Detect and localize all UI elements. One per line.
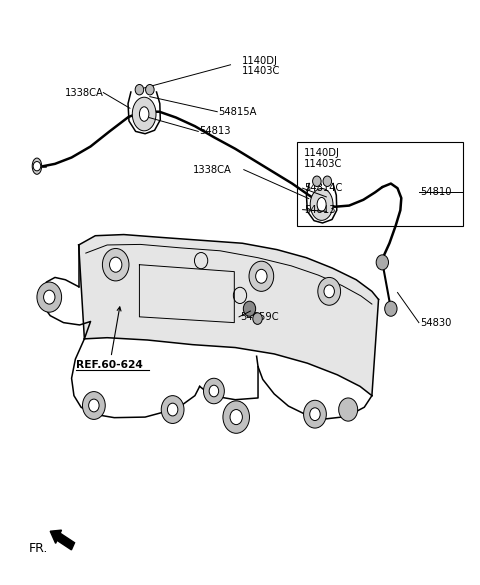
Circle shape	[230, 410, 242, 425]
Circle shape	[145, 84, 154, 95]
Text: 1338CA: 1338CA	[64, 88, 103, 98]
Circle shape	[37, 282, 61, 312]
Text: 54810: 54810	[420, 187, 452, 197]
Circle shape	[83, 391, 105, 419]
Ellipse shape	[310, 188, 333, 221]
Circle shape	[223, 401, 250, 433]
Circle shape	[89, 399, 99, 412]
Text: 11403C: 11403C	[242, 66, 281, 76]
Text: 54813: 54813	[200, 126, 231, 136]
Text: 1140DJ: 1140DJ	[242, 56, 278, 66]
Circle shape	[204, 378, 224, 404]
Circle shape	[168, 403, 178, 416]
Text: 11403C: 11403C	[304, 159, 342, 169]
Text: 54559C: 54559C	[240, 312, 278, 322]
Text: 54814C: 54814C	[304, 183, 342, 193]
Text: 54813: 54813	[304, 205, 336, 215]
Circle shape	[256, 269, 267, 283]
Circle shape	[310, 408, 320, 421]
Text: REF.60-624: REF.60-624	[76, 360, 143, 370]
Circle shape	[109, 257, 122, 272]
Circle shape	[135, 84, 144, 95]
Circle shape	[312, 176, 321, 187]
Circle shape	[102, 249, 129, 281]
Text: 54830: 54830	[420, 318, 452, 328]
Ellipse shape	[139, 107, 149, 121]
Circle shape	[339, 398, 358, 421]
Text: FR.: FR.	[29, 542, 48, 555]
Text: 1140DJ: 1140DJ	[304, 149, 340, 159]
Circle shape	[323, 176, 332, 187]
Ellipse shape	[32, 158, 42, 174]
Bar	[297, 142, 463, 226]
Circle shape	[303, 400, 326, 428]
Circle shape	[376, 255, 388, 270]
Text: 54815A: 54815A	[219, 106, 257, 117]
FancyArrow shape	[50, 530, 74, 550]
Ellipse shape	[317, 198, 326, 211]
Circle shape	[33, 161, 41, 171]
Ellipse shape	[132, 97, 156, 131]
Circle shape	[243, 301, 256, 316]
Text: 1338CA: 1338CA	[192, 164, 231, 175]
Circle shape	[318, 277, 341, 305]
Polygon shape	[79, 235, 379, 395]
Circle shape	[161, 395, 184, 424]
Circle shape	[44, 290, 55, 304]
Circle shape	[384, 301, 397, 316]
Circle shape	[324, 285, 335, 298]
Circle shape	[253, 313, 262, 324]
Circle shape	[209, 385, 219, 397]
Circle shape	[249, 261, 274, 291]
